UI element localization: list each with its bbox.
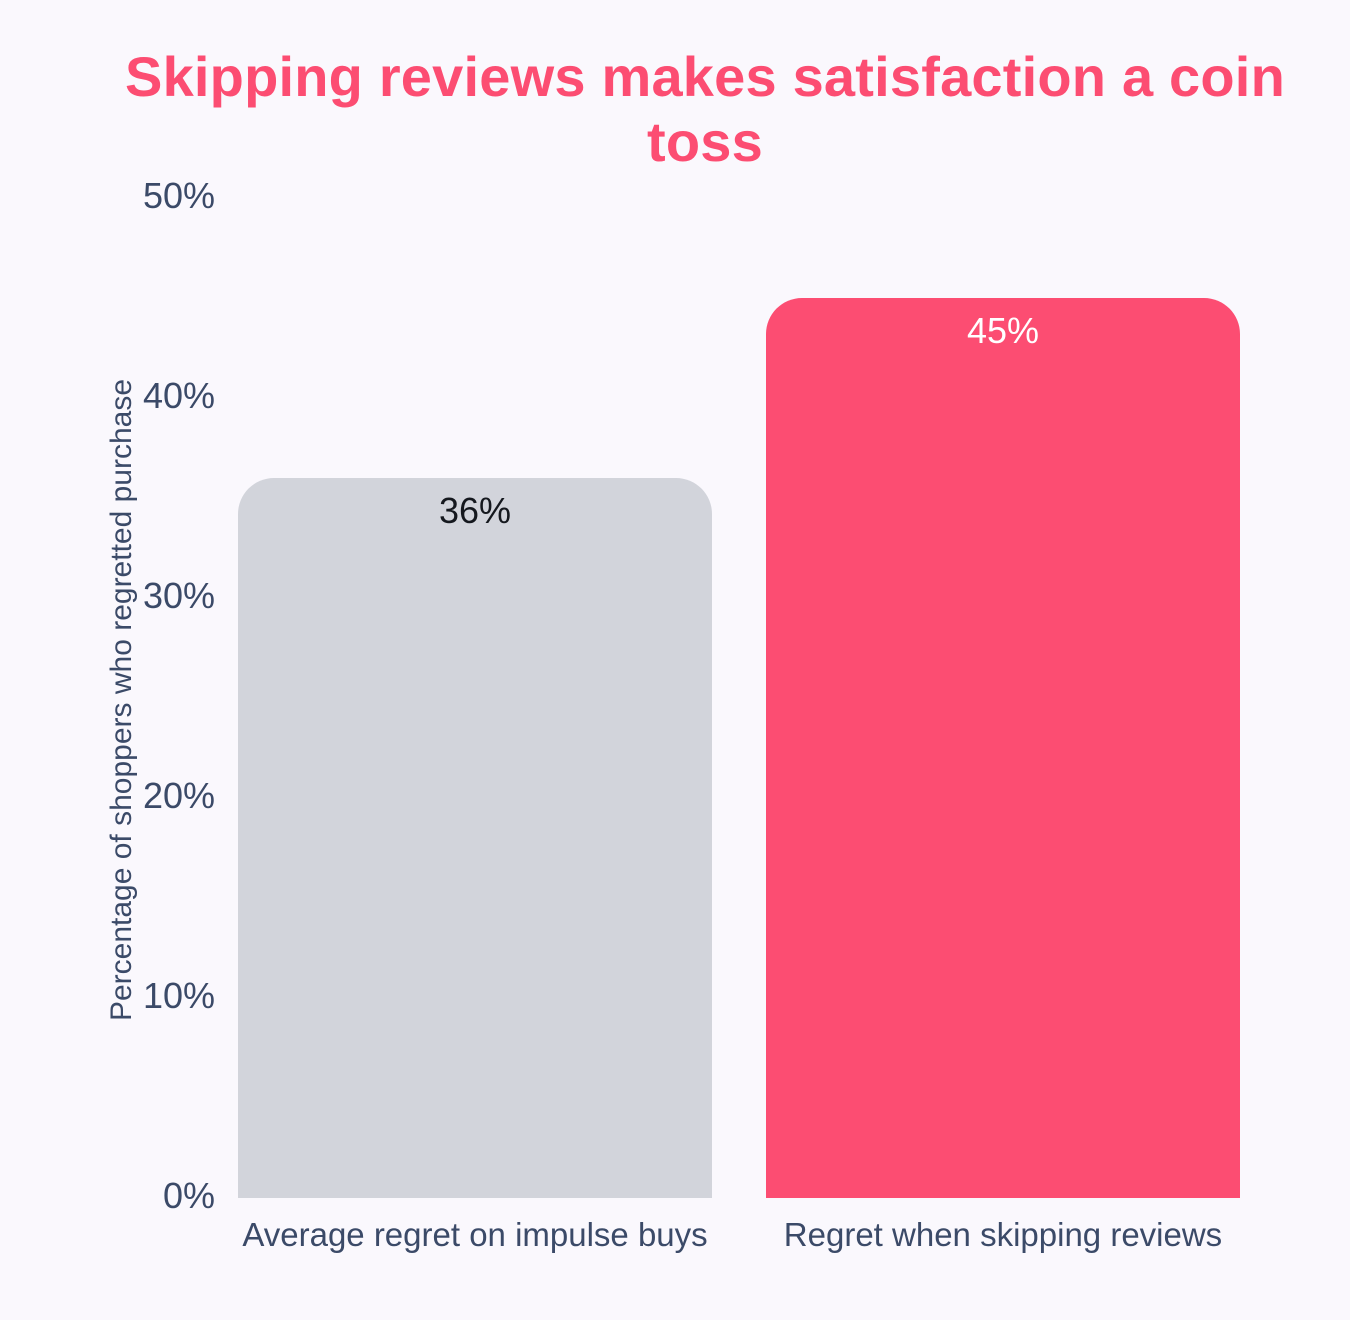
y-tick-label: 30% (142, 575, 215, 616)
y-tick-label: 10% (142, 975, 215, 1016)
bar-value-label: 36% (438, 490, 512, 531)
y-tick-label: 0% (162, 1175, 215, 1216)
y-axis-ticks: 0% 10% 20% 30% 40% 50% (0, 0, 215, 1320)
chart-title: Skipping reviews makes satisfaction a co… (125, 45, 1285, 173)
y-tick-label: 20% (142, 775, 215, 816)
bar-skipping-reviews: 45% (766, 298, 1240, 1198)
x-category-label: Average regret on impulse buys (242, 1216, 708, 1253)
x-category-label: Regret when skipping reviews (783, 1216, 1223, 1253)
y-tick-label: 40% (142, 375, 215, 416)
bar-value-label: 45% (966, 310, 1040, 351)
bar-impulse-buys: 36% (238, 478, 712, 1198)
y-tick-label: 50% (142, 175, 215, 216)
